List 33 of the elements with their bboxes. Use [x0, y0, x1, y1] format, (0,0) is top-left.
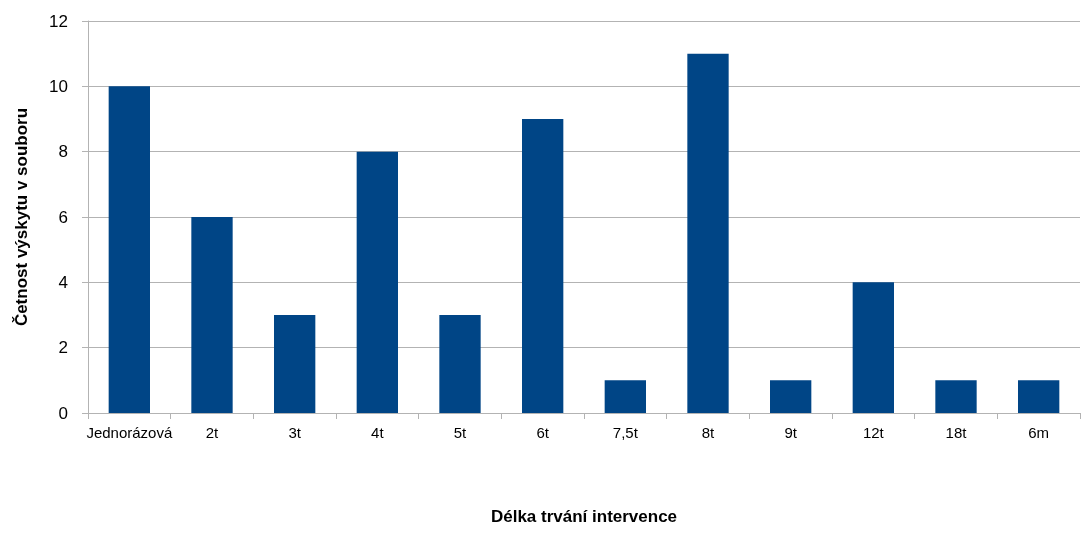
x-tick-label: 5t [453, 424, 468, 441]
x-tick-label: 9t [784, 424, 798, 441]
bar [191, 217, 233, 413]
x-tick-label: 3t [288, 424, 302, 441]
y-tick-label: 6 [58, 207, 68, 227]
bar [522, 119, 564, 413]
y-tick-label: 10 [49, 76, 68, 96]
x-tick-label: 8t [701, 424, 716, 441]
bar [439, 315, 481, 413]
y-axis-title: Četnost výskytu v souboru [12, 107, 31, 327]
x-tick-label: 18t [945, 424, 968, 441]
bar [852, 282, 894, 413]
bar [935, 380, 977, 413]
bar [604, 380, 646, 413]
x-tick-label: 12t [862, 424, 885, 441]
x-tick-label: 6t [536, 424, 550, 441]
x-tick-label: 2t [205, 424, 220, 441]
x-tick-label: Jednorázová [86, 424, 173, 441]
y-tick-label: 2 [58, 338, 68, 358]
x-tick-label: 7,5t [612, 424, 639, 441]
y-tick-label: 0 [58, 403, 68, 423]
y-tick-label: 4 [58, 272, 68, 292]
bar [356, 151, 398, 413]
bar [108, 86, 150, 413]
bar [687, 53, 729, 413]
x-tick-label: 6m [1028, 424, 1050, 441]
y-tick-label: 12 [49, 11, 68, 31]
bar [770, 380, 812, 413]
bar [1018, 380, 1060, 413]
x-axis-title: Délka trvání intervence [490, 507, 678, 526]
y-tick-label: 8 [58, 142, 68, 162]
bar [274, 315, 316, 413]
x-tick-label: 4t [371, 424, 385, 441]
